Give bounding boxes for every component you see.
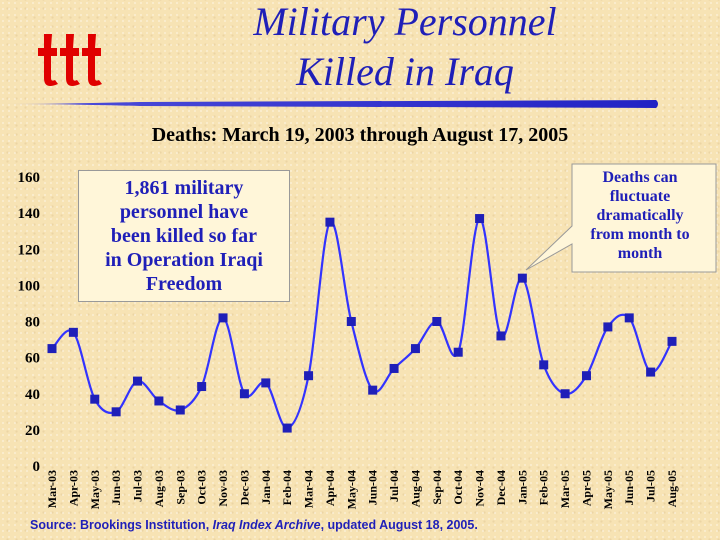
x-tick-label: Nov-04 [473,470,487,507]
x-tick-label: Apr-05 [579,470,593,506]
y-tick-label: 80 [25,315,40,331]
x-tick-label: Nov-03 [216,470,230,507]
y-tick-label: 60 [25,351,40,367]
y-tick-label: 20 [25,423,40,439]
ttt-logo-icon [38,34,102,86]
data-point [517,273,527,283]
data-point [154,396,164,406]
data-point [47,344,57,354]
total-deaths-callout: 1,861 military personnel have been kille… [78,170,290,302]
x-tick-label: Dec-03 [237,470,251,505]
x-tick-label: Jun-04 [366,470,380,505]
source-suffix: , updated August 18, 2005. [320,518,478,532]
data-point [325,217,335,227]
source-note: Source: Brookings Institution, Iraq Inde… [30,518,590,532]
y-tick-label: 140 [18,206,41,222]
x-tick-label: Jun-05 [622,470,636,505]
x-tick-label: Mar-03 [45,470,59,508]
x-tick-label: May-05 [601,470,615,509]
x-tick-label: Apr-04 [323,470,337,506]
x-tick-label: Aug-05 [665,470,679,507]
title-line-1: Military Personnel [253,0,557,44]
data-point [304,371,314,381]
y-tick-label: 40 [25,387,40,403]
data-point [282,423,292,433]
x-tick-label: Oct-03 [195,470,209,505]
data-point [239,389,249,399]
title-line-2: Killed in Iraq [296,49,514,94]
x-tick-label: Mar-04 [302,470,316,508]
data-point [389,363,399,373]
data-point [133,376,143,386]
data-point [197,382,207,392]
title-divider [0,100,658,108]
x-tick-label: Jul-05 [644,470,658,502]
logo-glyph [60,34,80,86]
x-tick-label: Jul-04 [387,470,401,502]
data-point [432,317,442,326]
x-tick-label: Sep-03 [173,470,187,505]
data-point [453,347,463,357]
data-point [410,344,420,354]
data-point [646,367,656,377]
data-point [368,385,378,395]
x-tick-label: Feb-04 [280,470,294,505]
data-point [175,405,185,415]
data-point [218,313,228,323]
x-tick-label: May-03 [88,470,102,509]
fluctuation-callout-shape [525,163,717,273]
data-point [68,327,78,337]
data-point [581,371,591,381]
x-tick-label: Jan-04 [259,470,273,505]
data-point [603,322,613,332]
data-point [624,313,634,323]
x-tick-label: Jul-03 [131,470,145,502]
data-point [90,394,100,404]
data-point [539,360,549,370]
data-point [475,214,485,224]
y-tick-label: 0 [33,459,41,475]
x-tick-label: Aug-03 [152,470,166,507]
y-tick-label: 160 [18,170,41,186]
x-tick-label: Mar-05 [558,470,572,508]
line-chart: 0 20 40 60 80 100 120 140 160 Mar-03 Apr-03 May-03 J… [18,170,680,509]
fluctuation-callout: Deaths can fluctuate dramatically from m… [590,169,690,262]
x-tick-label: Oct-04 [451,470,465,505]
x-tick-label: Jun-03 [109,470,123,505]
data-point [667,336,677,346]
data-point [496,331,506,341]
x-tick-label: May-04 [344,470,358,509]
data-point [261,378,271,388]
x-tick-label: Aug-04 [408,470,422,507]
x-tick-label: Feb-05 [537,470,551,505]
x-tick-label: Apr-03 [66,470,80,506]
x-tick-label: Sep-04 [430,470,444,505]
source-archive-name: Iraq Index Archive [212,518,321,532]
data-point [560,389,570,399]
x-tick-label: Dec-04 [494,470,508,505]
logo-glyph [82,34,102,86]
y-tick-label: 120 [18,242,41,258]
source-prefix: Source: Brookings Institution, [30,518,213,532]
chart-subtitle: Deaths: March 19, 2003 through August 17… [151,124,569,146]
x-tick-label: Jan-05 [515,470,529,505]
logo-glyph [38,34,58,86]
data-point [346,317,356,326]
y-tick-label: 100 [18,278,41,294]
data-point [111,407,121,417]
